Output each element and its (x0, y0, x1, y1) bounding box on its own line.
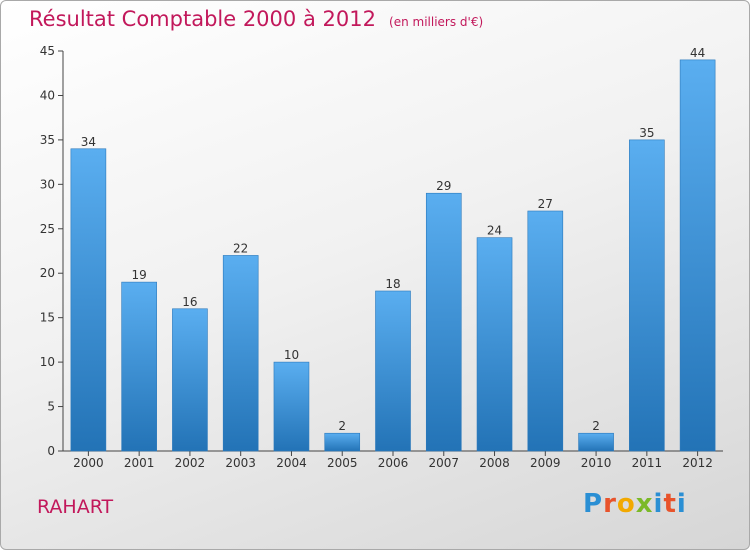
y-tick-label: 20 (40, 266, 55, 280)
x-tick-label: 2002 (175, 456, 206, 470)
y-tick-label: 5 (47, 400, 55, 414)
bar-value-label: 19 (132, 268, 147, 282)
x-tick-label: 2011 (632, 456, 663, 470)
x-tick-label: 2005 (327, 456, 358, 470)
bar (375, 290, 411, 452)
bar-value-label: 18 (385, 277, 400, 291)
bar (121, 281, 157, 452)
bar (324, 432, 361, 452)
bar (629, 139, 665, 452)
bar-value-label: 2 (338, 419, 346, 433)
bar-value-label: 2 (592, 419, 600, 433)
bar-value-label: 29 (436, 179, 451, 193)
x-tick-label: 2009 (530, 456, 561, 470)
bar (527, 210, 564, 452)
commune-name: RAHART (37, 496, 114, 518)
y-tick-label: 15 (40, 311, 55, 325)
bar (476, 237, 513, 452)
y-tick-label: 40 (40, 88, 55, 102)
bar-value-label: 16 (182, 295, 197, 309)
x-tick-label: 2000 (73, 456, 104, 470)
bar-value-label: 44 (690, 46, 705, 60)
bar-value-label: 35 (639, 126, 654, 140)
bar-value-label: 34 (81, 135, 96, 149)
chart-title-block: Résultat Comptable 2000 à 2012 (en milli… (29, 7, 483, 31)
bar (578, 432, 614, 452)
x-tick-label: 2010 (581, 456, 612, 470)
bar-value-label: 24 (487, 224, 502, 238)
y-tick-label: 35 (40, 133, 55, 147)
y-tick-label: 25 (40, 222, 55, 236)
chart-subtitle: (en milliers d'€) (389, 15, 484, 29)
x-tick-label: 2007 (428, 456, 459, 470)
x-tick-label: 2008 (479, 456, 510, 470)
bar (425, 192, 462, 452)
bar-value-label: 27 (538, 197, 553, 211)
bar (70, 148, 107, 452)
y-tick-label: 45 (40, 44, 55, 58)
x-tick-label: 2001 (124, 456, 155, 470)
y-tick-label: 0 (47, 444, 55, 458)
bar (679, 59, 716, 452)
x-tick-label: 2004 (276, 456, 307, 470)
bar-value-label: 22 (233, 241, 248, 255)
x-tick-label: 2006 (378, 456, 409, 470)
chart-title: Résultat Comptable 2000 à 2012 (29, 7, 376, 31)
bar (222, 255, 259, 452)
proxiti-logo: Proxiti (583, 489, 687, 519)
x-tick-label: 2003 (225, 456, 256, 470)
bar-value-label: 10 (284, 348, 299, 362)
y-tick-label: 30 (40, 177, 55, 191)
bar (172, 308, 208, 452)
y-tick-label: 10 (40, 355, 55, 369)
x-tick-label: 2012 (682, 456, 713, 470)
bar (273, 361, 310, 452)
